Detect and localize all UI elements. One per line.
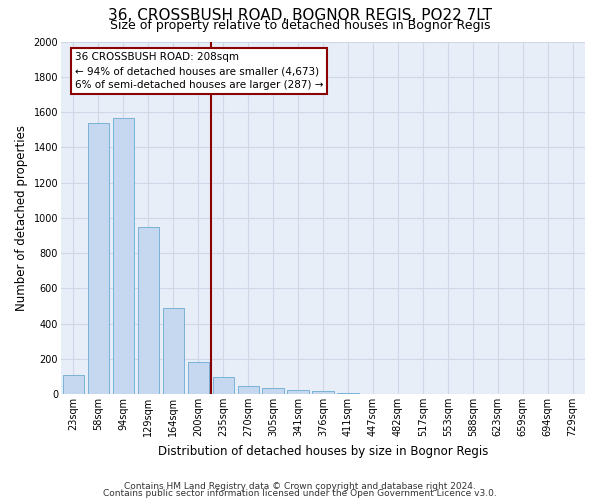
Bar — [137, 226, 159, 394]
Bar — [287, 390, 308, 394]
Bar — [238, 386, 259, 394]
X-axis label: Distribution of detached houses by size in Bognor Regis: Distribution of detached houses by size … — [158, 444, 488, 458]
Bar — [313, 392, 334, 394]
Text: 36, CROSSBUSH ROAD, BOGNOR REGIS, PO22 7LT: 36, CROSSBUSH ROAD, BOGNOR REGIS, PO22 7… — [108, 8, 492, 22]
Bar — [212, 378, 234, 394]
Bar — [113, 118, 134, 394]
Bar — [262, 388, 284, 394]
Text: Size of property relative to detached houses in Bognor Regis: Size of property relative to detached ho… — [110, 19, 490, 32]
Bar — [163, 308, 184, 394]
Text: Contains HM Land Registry data © Crown copyright and database right 2024.: Contains HM Land Registry data © Crown c… — [124, 482, 476, 491]
Bar — [88, 124, 109, 394]
Bar — [188, 362, 209, 394]
Bar — [337, 392, 359, 394]
Text: Contains public sector information licensed under the Open Government Licence v3: Contains public sector information licen… — [103, 490, 497, 498]
Text: 36 CROSSBUSH ROAD: 208sqm
← 94% of detached houses are smaller (4,673)
6% of sem: 36 CROSSBUSH ROAD: 208sqm ← 94% of detac… — [74, 52, 323, 90]
Bar — [63, 375, 84, 394]
Y-axis label: Number of detached properties: Number of detached properties — [15, 125, 28, 311]
